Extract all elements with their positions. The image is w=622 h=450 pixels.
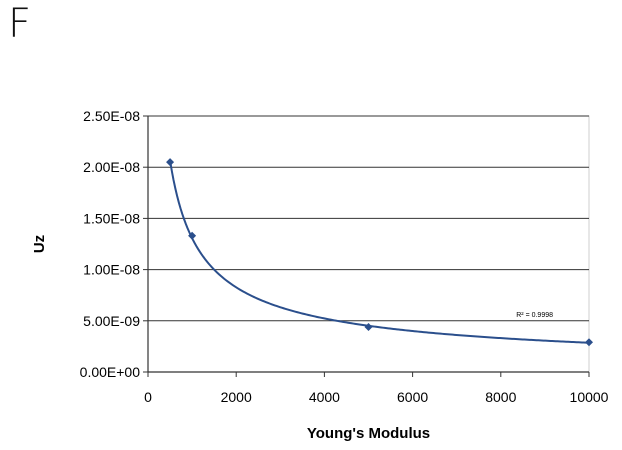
x-tick-label: 4000 (309, 389, 340, 405)
data-point (188, 231, 197, 240)
x-tick-label: 0 (144, 389, 152, 405)
y-tick-label: 5.00E-09 (83, 313, 140, 329)
x-tick-label: 8000 (485, 389, 516, 405)
axes (143, 115, 590, 377)
y-tick-label: 1.50E-08 (83, 210, 140, 226)
y-tick-label: 2.00E-08 (83, 159, 140, 175)
x-tick-labels: 0 2000 4000 6000 8000 10000 (144, 389, 609, 405)
y-tick-label: 1.00E-08 (83, 262, 140, 278)
x-tick-label: 10000 (570, 389, 609, 405)
y-tick-labels: 0.00E+00 5.00E-09 1.00E-08 1.50E-08 2.00E-08… (80, 108, 141, 380)
x-tick-label: 2000 (221, 389, 252, 405)
y-tick-label: 0.00E+00 (80, 364, 141, 380)
x-axis-title: Young's Modulus (307, 425, 430, 442)
gridlines (148, 115, 589, 322)
y-axis-title: Uz (31, 235, 48, 253)
plot-area (147, 115, 590, 373)
data-point (585, 338, 593, 347)
data-points (166, 158, 593, 347)
power-trendline (169, 160, 590, 344)
x-tick-label: 6000 (397, 389, 428, 405)
data-point (364, 322, 373, 331)
y-tick-label: 2.50E-08 (83, 108, 140, 124)
r-squared-annotation: R² = 0.9998 (516, 312, 553, 319)
data-point (166, 158, 175, 167)
panel-label: F (8, 1, 32, 47)
